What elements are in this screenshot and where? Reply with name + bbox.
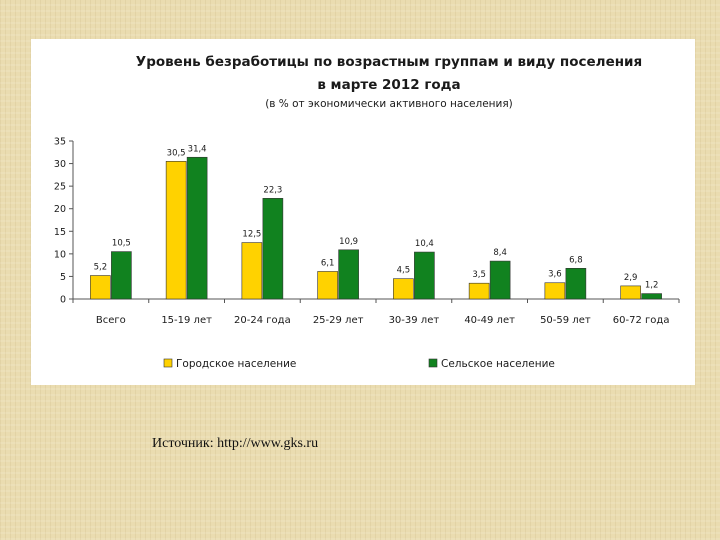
bar: [565, 268, 587, 300]
bar: [90, 275, 111, 300]
data-label: 10,4: [415, 239, 434, 249]
unemployment-chart: Уровень безработицы по возрастным группа…: [54, 54, 680, 370]
data-label: 3,5: [472, 270, 486, 280]
category-label: 20-24 года: [234, 315, 291, 326]
bar: [489, 260, 511, 300]
category-label: 30-39 лет: [389, 315, 440, 326]
data-label: 8,4: [493, 248, 507, 258]
bar: [620, 285, 641, 300]
plot-area: 0 5 10 15 20 25 30 35 5,2 10,5 Всего 30,5 31,4 15-19 …: [54, 137, 680, 370]
y-tick-label: 15: [54, 227, 66, 238]
data-label: 4,5: [397, 266, 411, 276]
bar: [165, 161, 187, 300]
chart-title: Уровень безработицы по возрастным группа…: [136, 54, 642, 70]
data-label: 2,9: [624, 273, 638, 283]
category-label: 15-19 лет: [161, 315, 212, 326]
data-label: 12,5: [242, 230, 261, 240]
bar: [111, 251, 132, 300]
y-tick-label: 10: [54, 249, 66, 260]
y-tick-label: 5: [60, 272, 66, 283]
bar: [338, 249, 359, 300]
y-tick-label: 25: [54, 182, 66, 193]
bar: [641, 293, 662, 300]
data-label: 6,1: [321, 258, 335, 268]
chart-subtitle: (в % от экономически активного населения…: [265, 98, 513, 110]
data-label: 31,4: [188, 144, 207, 154]
legend-swatch: [428, 358, 438, 368]
legend-label: Сельское население: [441, 358, 555, 370]
chart-title-line2: в марте 2012 года: [317, 77, 460, 93]
category-label: Всего: [96, 315, 126, 326]
data-label: 6,8: [569, 255, 583, 265]
data-label: 5,2: [94, 263, 108, 273]
category-label: 25-29 лет: [313, 315, 364, 326]
source-note: Источник: http://www.gks.ru: [152, 436, 319, 451]
data-label: 10,9: [339, 237, 358, 247]
category-label: 50-59 лет: [540, 315, 591, 326]
data-label: 30,5: [167, 148, 186, 158]
chart-panel: Уровень безработицы по возрастным группа…: [31, 39, 695, 385]
bar: [317, 271, 338, 300]
bar: [393, 278, 414, 300]
y-tick-label: 20: [54, 204, 66, 215]
data-label: 3,6: [548, 270, 562, 280]
data-label: 22,3: [263, 185, 282, 195]
data-label: 10,5: [112, 239, 131, 249]
bar: [186, 156, 208, 300]
bar: [241, 242, 263, 300]
data-label: 1,2: [645, 281, 659, 291]
bar: [544, 282, 566, 300]
category-label: 60-72 года: [613, 315, 670, 326]
bar: [414, 251, 435, 300]
bar: [262, 198, 284, 300]
y-tick-label: 0: [60, 295, 66, 306]
y-tick-label: 35: [54, 137, 66, 148]
legend-label: Городское население: [176, 358, 296, 370]
legend-swatch: [163, 358, 173, 368]
y-tick-label: 30: [54, 159, 66, 170]
bar: [468, 282, 490, 300]
category-label: 40-49 лет: [464, 315, 515, 326]
